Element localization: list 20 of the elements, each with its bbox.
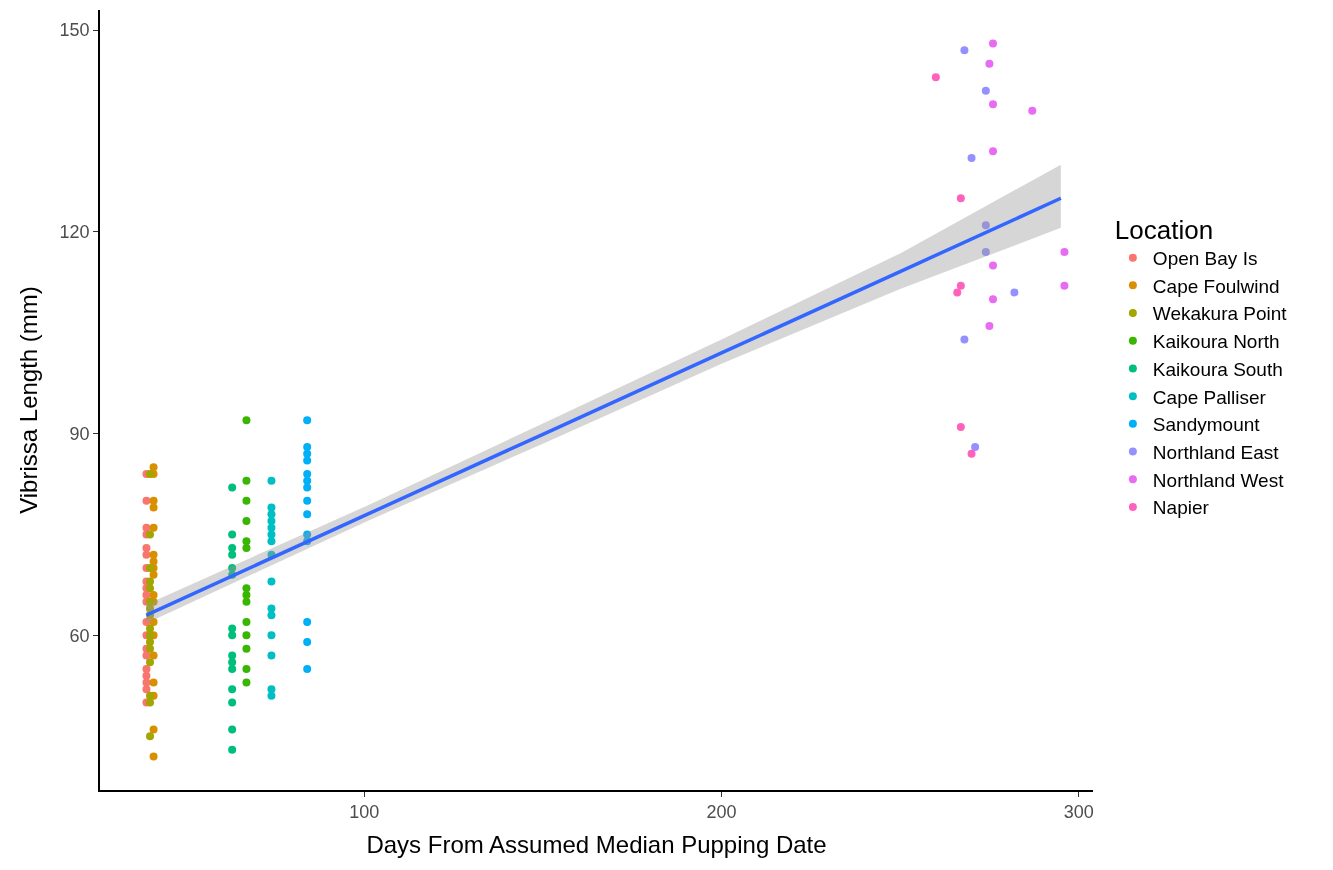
x-tick-label: 300 [1063, 802, 1094, 823]
legend-label: Sandymount [1152, 414, 1261, 436]
legend-label: Napier [1152, 497, 1210, 519]
x-tick-label: 100 [349, 802, 380, 823]
legend-label: Northland West [1152, 469, 1285, 491]
legend-label: Cape Palliser [1152, 386, 1267, 408]
x-axis-title: Days From Assumed Median Pupping Date [366, 831, 827, 859]
legend-label: Wekakura Point [1152, 303, 1288, 325]
y-axis-title: Vibrissa Length (mm) [15, 286, 43, 514]
legend-title: Location [1114, 214, 1214, 245]
legend-label: Kaikoura North [1152, 331, 1280, 353]
y-tick-label: 60 [69, 625, 90, 646]
legend-label: Cape Foulwind [1152, 275, 1280, 297]
y-tick-label: 150 [59, 20, 90, 41]
legend-label: Kaikoura South [1152, 358, 1283, 380]
y-tick-label: 120 [59, 222, 90, 243]
y-tick-label: 90 [69, 423, 90, 444]
x-tick-label: 200 [706, 802, 737, 823]
legend-label: Open Bay Is [1152, 248, 1258, 270]
legend-label: Northland East [1152, 441, 1280, 463]
